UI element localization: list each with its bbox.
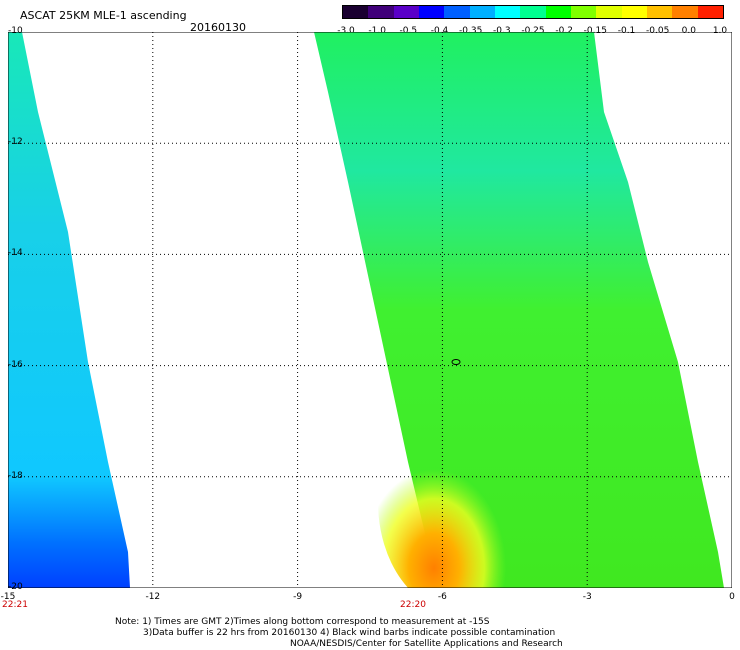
colorbar-label: -0.05 [646, 26, 670, 36]
lon-tick-label: -6 [437, 592, 447, 602]
lat-tick-label: -16 [8, 359, 23, 370]
colorbar-label: -3.0 [337, 26, 355, 36]
lat-tick-label: -20 [8, 582, 23, 592]
lon-tick-label: -12 [145, 592, 161, 602]
swath-left [8, 32, 130, 588]
lat-tick-label: -12 [8, 137, 23, 148]
lat-tick-label: -18 [8, 470, 23, 481]
lat-tick-label: -14 [8, 248, 23, 259]
colorbar-swatch [494, 6, 521, 18]
colorbar-label: -0.1 [617, 26, 636, 36]
colorbar-swatch [393, 6, 419, 18]
warm-anomaly [378, 392, 538, 588]
colorbar-label: -0.2 [555, 26, 573, 36]
map-date: 20160130 [190, 21, 246, 34]
map-plot [8, 32, 732, 588]
note-line-1: Note: 1) Times are GMT 2)Times along bot… [115, 617, 490, 627]
colorbar-swatch [596, 6, 622, 18]
note-line-2: 3)Data buffer is 22 hrs from 20160130 4)… [143, 628, 556, 638]
lon-tick-label: 0 [729, 592, 735, 602]
colorbar-label: -0.15 [583, 26, 607, 36]
colorbar-label: -0.3 [493, 26, 511, 36]
colorbar-label: 0.0 [681, 26, 696, 36]
colorbar-swatch [469, 6, 495, 18]
colorbar-swatch [444, 6, 470, 18]
wind-barb-mark [451, 359, 461, 365]
swath-time-left: 22:21 [2, 600, 28, 610]
colorbar-swatch [570, 6, 597, 18]
colorbar-swatch [672, 6, 698, 18]
colorbar-swatch [418, 6, 445, 18]
lon-tick-label: -9 [293, 592, 303, 602]
colorbar [342, 5, 724, 19]
colorbar-swatch [545, 6, 571, 18]
colorbar-label: -0.35 [459, 26, 483, 36]
swath-time-right: 22:20 [400, 600, 426, 610]
note-line-3: NOAA/NESDIS/Center for Satellite Applica… [290, 639, 563, 649]
colorbar-label: 1.0 [712, 26, 728, 36]
lon-tick-label: -3 [582, 592, 592, 602]
colorbar-swatch [343, 6, 369, 18]
colorbar-swatch [697, 6, 723, 18]
colorbar-label: -0.4 [430, 26, 449, 36]
lon-tick-label: -15 [0, 592, 16, 602]
lat-tick-label: -10 [8, 26, 23, 36]
colorbar-label: -0.25 [521, 26, 545, 36]
colorbar-label: -0.5 [399, 26, 418, 36]
map-gridlines [8, 32, 732, 588]
colorbar-swatch [368, 6, 394, 18]
colorbar-label: -1.0 [368, 26, 386, 36]
colorbar-swatch [621, 6, 647, 18]
map-title: ASCAT 25KM MLE-1 ascending [20, 9, 187, 22]
colorbar-swatch [520, 6, 546, 18]
colorbar-swatch [646, 6, 673, 18]
